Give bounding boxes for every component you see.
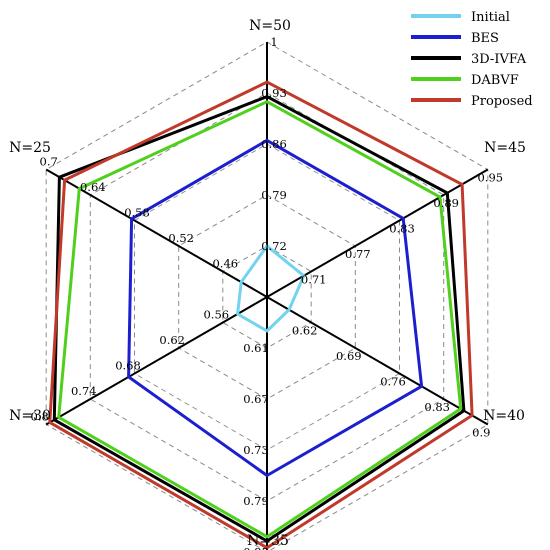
tick-label: 0.93	[261, 86, 287, 100]
tick-label: 0.76	[380, 374, 406, 388]
tick-label: 0.72	[261, 239, 287, 253]
axis-spoke	[266, 296, 489, 426]
tick-label: 0.7	[40, 155, 58, 169]
axis-spoke	[45, 168, 268, 298]
tick-label: 1	[270, 35, 277, 49]
tick-label: 0.71	[301, 272, 327, 286]
axis-spoke	[45, 296, 268, 426]
tick-label: 0.68	[115, 359, 141, 373]
legend-label: 3D-IVFA	[471, 52, 527, 67]
tick-label: 0.74	[71, 384, 97, 398]
series-line-initial	[236, 244, 306, 333]
tick-label: 0.73	[243, 443, 269, 457]
tick-label: 0.52	[168, 231, 194, 245]
legend-label: Proposed	[471, 94, 533, 109]
tick-label: 0.79	[261, 188, 287, 202]
axis-label: N=45	[484, 140, 526, 156]
tick-label: 0.85	[243, 545, 269, 550]
tick-label: 0.69	[336, 349, 362, 363]
tick-label: 0.58	[124, 206, 150, 220]
tick-label: 0.79	[243, 494, 269, 508]
series-line-proposed	[48, 80, 474, 550]
tick-label: 0.67	[243, 392, 269, 406]
series-line-bes	[127, 138, 424, 477]
legend-label: Initial	[471, 10, 510, 25]
series-line-3d-ivfa	[52, 95, 466, 543]
legend: Initial BES 3D-IVFA DABVF Proposed	[404, 1, 549, 116]
tick-label: 0.89	[433, 196, 459, 210]
tick-label: 0.9	[472, 425, 490, 439]
legend-label: DABVF	[471, 73, 519, 88]
tick-label: 0.61	[243, 341, 269, 355]
tick-label: 0.62	[292, 323, 318, 337]
tick-label: 0.46	[212, 257, 238, 271]
legend-label: BES	[471, 31, 499, 46]
tick-label: 0.8	[31, 410, 49, 424]
axis-label: N=40	[483, 408, 525, 424]
axis-label: N=35	[247, 533, 289, 549]
tick-label: 0.56	[203, 308, 229, 322]
tick-label: 0.95	[477, 170, 503, 184]
radar-series	[48, 80, 474, 550]
tick-label: 0.64	[80, 180, 106, 194]
tick-label: 0.86	[261, 137, 287, 151]
axis-label: N=25	[9, 140, 51, 156]
tick-label: 0.83	[389, 221, 415, 235]
tick-label: 0.83	[424, 400, 450, 414]
tick-label: 0.62	[159, 333, 185, 347]
tick-label: 0.77	[345, 247, 371, 261]
series-line-dabvf	[57, 100, 463, 539]
axis-label: N=30	[9, 408, 51, 424]
axis-label: N=50	[249, 18, 291, 34]
radar-tick-labels: 0.72 0.79 0.86 0.93 1 0.71 0.77 0.83 0.89 0.95 0.6…	[31, 35, 504, 550]
radar-axis-labels: N=50 N=45 N=40 N=35 N=30 N=25	[9, 18, 526, 549]
